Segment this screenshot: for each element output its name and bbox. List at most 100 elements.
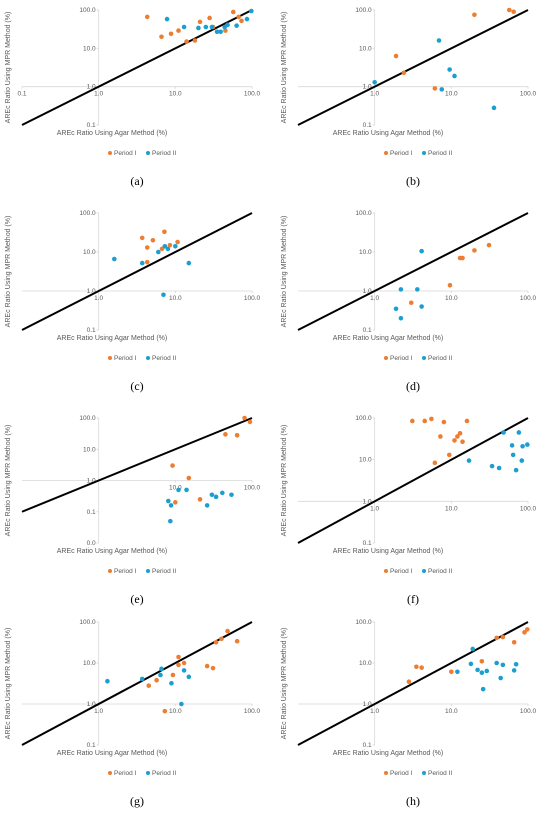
caption: (d) bbox=[406, 379, 420, 393]
point bbox=[112, 256, 117, 262]
x-tick-label: 10.0 bbox=[169, 91, 182, 98]
point bbox=[489, 463, 495, 469]
point bbox=[460, 255, 465, 261]
legend-label: Period II bbox=[152, 568, 176, 575]
x-tick-label: 10.0 bbox=[445, 708, 458, 715]
legend-label: Period II bbox=[152, 355, 176, 362]
panel: 1.0 10.0 100.0 0.1 1.0 10.0 100.0 Period I Perio… bbox=[281, 7, 537, 188]
point bbox=[167, 242, 173, 248]
y-tick-label: 1.0 bbox=[363, 701, 372, 708]
caption: (h) bbox=[406, 794, 420, 808]
point bbox=[197, 497, 203, 502]
point bbox=[525, 442, 530, 447]
point bbox=[470, 646, 476, 652]
point bbox=[186, 475, 192, 481]
legend-marker bbox=[146, 356, 150, 360]
legend-label: Period II bbox=[428, 770, 452, 777]
point bbox=[144, 259, 150, 265]
point bbox=[372, 79, 377, 85]
point bbox=[441, 419, 447, 425]
point bbox=[439, 87, 445, 92]
reference-line bbox=[21, 621, 253, 746]
point bbox=[181, 24, 187, 30]
point bbox=[234, 638, 240, 644]
x-tick-label: 10.0 bbox=[445, 91, 458, 98]
y-tick-label: 100.0 bbox=[355, 619, 372, 626]
x-axis-title: AREc Ratio Using Agar Method (%) bbox=[333, 130, 444, 137]
point bbox=[432, 86, 438, 91]
x-tick-label: 100.0 bbox=[520, 708, 537, 715]
y-axis-title: AREc Ratio Using MPR Method (%) bbox=[281, 425, 288, 537]
panel: 1.0 10.0 100.0 0.1 1.0 10.0 100.0 Period I Perio… bbox=[281, 210, 537, 393]
y-tick-label: 0.1 bbox=[87, 509, 96, 516]
point bbox=[406, 679, 412, 684]
x-tick-label: 10.0 bbox=[169, 708, 182, 715]
caption: (e) bbox=[130, 592, 143, 606]
x-tick-label: 1.0 bbox=[370, 708, 379, 715]
point bbox=[150, 237, 156, 243]
point bbox=[186, 260, 192, 266]
point bbox=[486, 242, 492, 248]
point bbox=[219, 636, 224, 642]
legend-marker bbox=[146, 771, 150, 775]
y-tick-label: 10.0 bbox=[359, 457, 372, 464]
point bbox=[239, 18, 244, 24]
y-tick-label: 10.0 bbox=[83, 660, 96, 667]
point bbox=[491, 105, 497, 111]
point bbox=[410, 418, 415, 424]
x-tick-label: 100.0 bbox=[520, 295, 537, 302]
point bbox=[393, 306, 399, 312]
point bbox=[159, 666, 164, 672]
point bbox=[146, 683, 152, 688]
point bbox=[511, 668, 517, 673]
y-axis-title: AREc Ratio Using MPR Method (%) bbox=[5, 425, 12, 537]
point bbox=[162, 244, 168, 249]
point bbox=[203, 24, 209, 30]
legend-marker bbox=[384, 356, 388, 360]
legend-marker bbox=[108, 569, 112, 573]
point bbox=[468, 661, 474, 667]
y-tick-label: 100.0 bbox=[79, 210, 96, 217]
point bbox=[214, 29, 220, 35]
reference-line bbox=[21, 9, 253, 126]
point bbox=[144, 14, 150, 20]
point bbox=[498, 675, 503, 681]
point bbox=[509, 443, 515, 448]
legend-marker bbox=[108, 771, 112, 775]
caption: (f) bbox=[407, 592, 419, 606]
panel: 1.0 10.0 100.0 0.1 1.0 10.0 100.0 Period I Perio… bbox=[281, 619, 537, 808]
point bbox=[446, 452, 452, 458]
point bbox=[513, 467, 519, 473]
legend-label: Period I bbox=[390, 355, 413, 362]
legend-label: Period II bbox=[428, 568, 452, 575]
point bbox=[457, 430, 463, 436]
point bbox=[494, 635, 499, 641]
y-tick-label: 0.1 bbox=[363, 122, 372, 129]
point bbox=[501, 430, 506, 435]
point bbox=[419, 248, 424, 254]
point bbox=[234, 432, 240, 438]
panel: 1.0 10.0 100.0 0.1 1.0 10.0 100.0 Period I Perio… bbox=[5, 619, 261, 808]
legend-marker bbox=[108, 356, 112, 360]
caption: (b) bbox=[406, 174, 420, 188]
y-tick-label: 0.0 bbox=[87, 540, 96, 547]
point bbox=[184, 487, 189, 493]
reference-line bbox=[21, 417, 253, 513]
y-axis-title: AREc Ratio Using MPR Method (%) bbox=[5, 216, 12, 328]
y-tick-label: 0.1 bbox=[363, 540, 372, 547]
point bbox=[209, 492, 215, 498]
y-tick-label: 10.0 bbox=[83, 446, 96, 453]
panel: 1.0 10.0 100.0 0.1 1.0 10.0 100.0 Period I Perio… bbox=[281, 415, 537, 606]
point bbox=[432, 460, 438, 466]
x-tick-label: 0.1 bbox=[17, 91, 26, 98]
y-tick-label: 1.0 bbox=[87, 701, 96, 708]
point bbox=[144, 245, 150, 250]
point bbox=[179, 701, 184, 707]
point bbox=[173, 500, 178, 505]
point bbox=[513, 661, 519, 667]
legend-label: Period II bbox=[152, 150, 176, 157]
point bbox=[186, 674, 192, 680]
x-tick-label: 100.0 bbox=[244, 708, 261, 715]
point bbox=[225, 628, 230, 634]
point bbox=[162, 708, 168, 714]
